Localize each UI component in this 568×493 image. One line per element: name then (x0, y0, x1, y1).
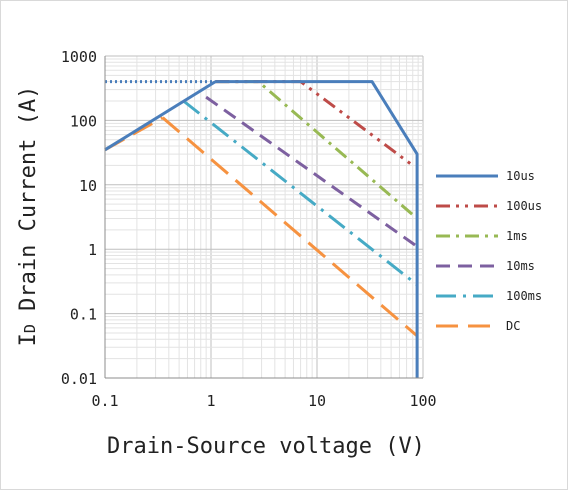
series-line-dc (161, 116, 419, 338)
x-tick-label: 1 (206, 392, 215, 410)
y-tick-label: 1 (88, 241, 97, 259)
y-axis-title-main: I (16, 333, 41, 346)
legend-label: 100us (506, 199, 542, 213)
y-tick-label: 10 (79, 177, 97, 195)
legend-item-100ms: 100ms (436, 289, 542, 303)
plot-lines (104, 80, 419, 378)
y-tick-label: 100 (70, 112, 97, 130)
legend-label: 1ms (506, 229, 528, 243)
axes (104, 56, 423, 379)
legend: 10us 100us 1ms 10ms 100ms DC (436, 169, 542, 333)
tick-labels: 0.1 1 10 100 0.01 0.1 1 10 100 1000 (61, 48, 437, 410)
legend-label: DC (506, 319, 520, 333)
legend-item-10us: 10us (436, 169, 535, 183)
x-tick-label: 10 (308, 392, 326, 410)
x-tick-label: 0.1 (91, 392, 118, 410)
legend-item-dc: DC (436, 319, 520, 333)
y-tick-label: 1000 (61, 48, 97, 66)
legend-item-10ms: 10ms (436, 259, 535, 273)
y-axis-title: ID Drain Current (A) (16, 86, 41, 347)
y-axis-title-sub: D (21, 324, 39, 333)
legend-label: 10ms (506, 259, 535, 273)
series-line-100ms (182, 99, 419, 286)
legend-item-100us: 100us (436, 199, 542, 213)
legend-label: 100ms (506, 289, 542, 303)
series-line-10us (215, 80, 419, 378)
x-axis-title: Drain-Source voltage (V) (107, 434, 425, 459)
y-tick-label: 0.1 (70, 306, 97, 324)
x-tick-label: 100 (409, 392, 436, 410)
y-tick-label: 0.01 (61, 370, 97, 388)
series-line-10ms (205, 95, 418, 248)
y-axis-title-rest: Drain Current (A) (16, 86, 41, 324)
legend-item-1ms: 1ms (436, 229, 528, 243)
rds-limit-line (104, 80, 217, 152)
legend-label: 10us (506, 169, 535, 183)
